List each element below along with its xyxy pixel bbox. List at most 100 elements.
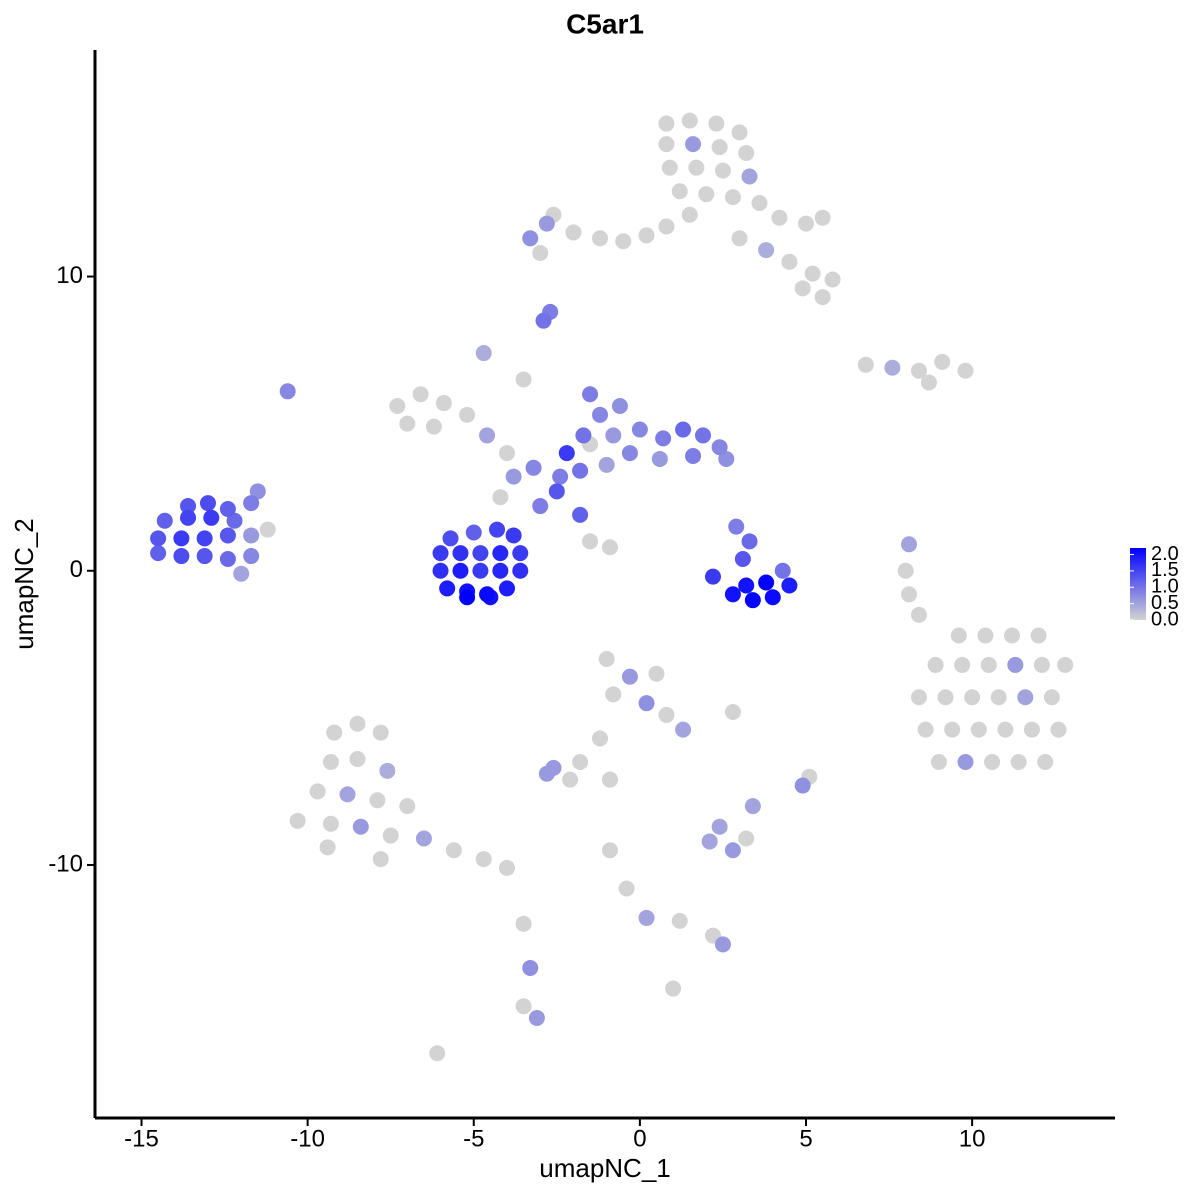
point — [435, 395, 452, 412]
point — [1004, 627, 1021, 644]
point — [927, 656, 944, 673]
point — [459, 589, 476, 606]
point — [479, 427, 496, 444]
point — [515, 371, 532, 388]
y-tick-label: 10 — [56, 262, 83, 289]
point — [322, 754, 339, 770]
point — [598, 651, 615, 668]
point — [658, 136, 675, 153]
point — [558, 445, 575, 462]
point — [601, 771, 618, 788]
point — [714, 936, 731, 953]
point — [954, 656, 971, 673]
point — [957, 754, 974, 770]
point — [522, 230, 539, 247]
point — [243, 548, 260, 565]
point — [498, 580, 515, 597]
point — [910, 689, 927, 706]
point — [601, 842, 618, 859]
y-axis-label: umapNC_2 — [9, 518, 39, 650]
point — [492, 545, 509, 562]
point — [814, 209, 831, 226]
point — [910, 362, 927, 379]
point — [196, 548, 213, 565]
point — [901, 536, 918, 553]
point — [621, 668, 638, 685]
point — [532, 245, 549, 262]
point — [980, 656, 997, 673]
x-tick-label: -15 — [124, 1125, 159, 1152]
point — [369, 792, 386, 809]
point — [1007, 656, 1024, 673]
point — [621, 445, 638, 462]
point — [714, 162, 731, 179]
point — [665, 980, 682, 997]
point — [489, 521, 506, 538]
point — [598, 456, 615, 473]
point — [562, 771, 579, 788]
point — [243, 527, 260, 544]
point — [728, 518, 745, 535]
colorbar — [1130, 548, 1146, 620]
point — [472, 545, 489, 562]
point — [601, 539, 618, 556]
point — [605, 686, 622, 703]
point — [219, 527, 236, 544]
point — [465, 524, 482, 541]
point — [671, 183, 688, 200]
point — [920, 374, 937, 391]
y-tick-label: -10 — [48, 850, 83, 877]
point — [901, 586, 918, 603]
colorbar-tick-label: 0.5 — [1151, 592, 1179, 614]
point — [731, 230, 748, 247]
point — [475, 345, 492, 362]
point — [964, 689, 981, 706]
point — [432, 545, 449, 562]
point — [150, 530, 167, 547]
point — [445, 842, 462, 859]
point — [548, 483, 565, 500]
point — [1017, 689, 1034, 706]
point — [658, 706, 675, 723]
point — [532, 498, 549, 515]
point — [618, 880, 635, 897]
point — [1023, 721, 1040, 738]
colorbar-tick-label: 0.0 — [1151, 608, 1179, 630]
x-tick-label: -10 — [290, 1125, 325, 1152]
point — [681, 112, 698, 129]
point — [535, 312, 552, 329]
point — [711, 139, 728, 156]
point — [638, 695, 655, 712]
point — [1057, 656, 1074, 673]
point — [219, 550, 236, 567]
point — [984, 754, 1001, 770]
point — [525, 459, 542, 476]
point — [970, 721, 987, 738]
point — [243, 495, 260, 512]
point — [512, 545, 529, 562]
point — [233, 565, 250, 582]
point — [738, 577, 755, 594]
point — [259, 521, 276, 538]
point — [648, 665, 665, 682]
point — [309, 783, 326, 800]
point — [685, 448, 702, 465]
colorbar-tick-label: 1.0 — [1151, 576, 1179, 598]
point — [572, 462, 589, 479]
point — [180, 498, 197, 515]
point — [592, 230, 609, 247]
point — [382, 827, 399, 844]
point — [582, 386, 599, 403]
point — [897, 562, 914, 579]
point — [322, 815, 339, 832]
x-tick-label: 0 — [633, 1125, 646, 1152]
point — [203, 509, 220, 526]
point — [611, 398, 628, 414]
point — [582, 533, 599, 550]
point — [226, 512, 243, 529]
point — [681, 206, 698, 223]
point — [1037, 754, 1054, 770]
point — [498, 859, 515, 876]
point — [930, 754, 947, 770]
point — [794, 777, 811, 794]
